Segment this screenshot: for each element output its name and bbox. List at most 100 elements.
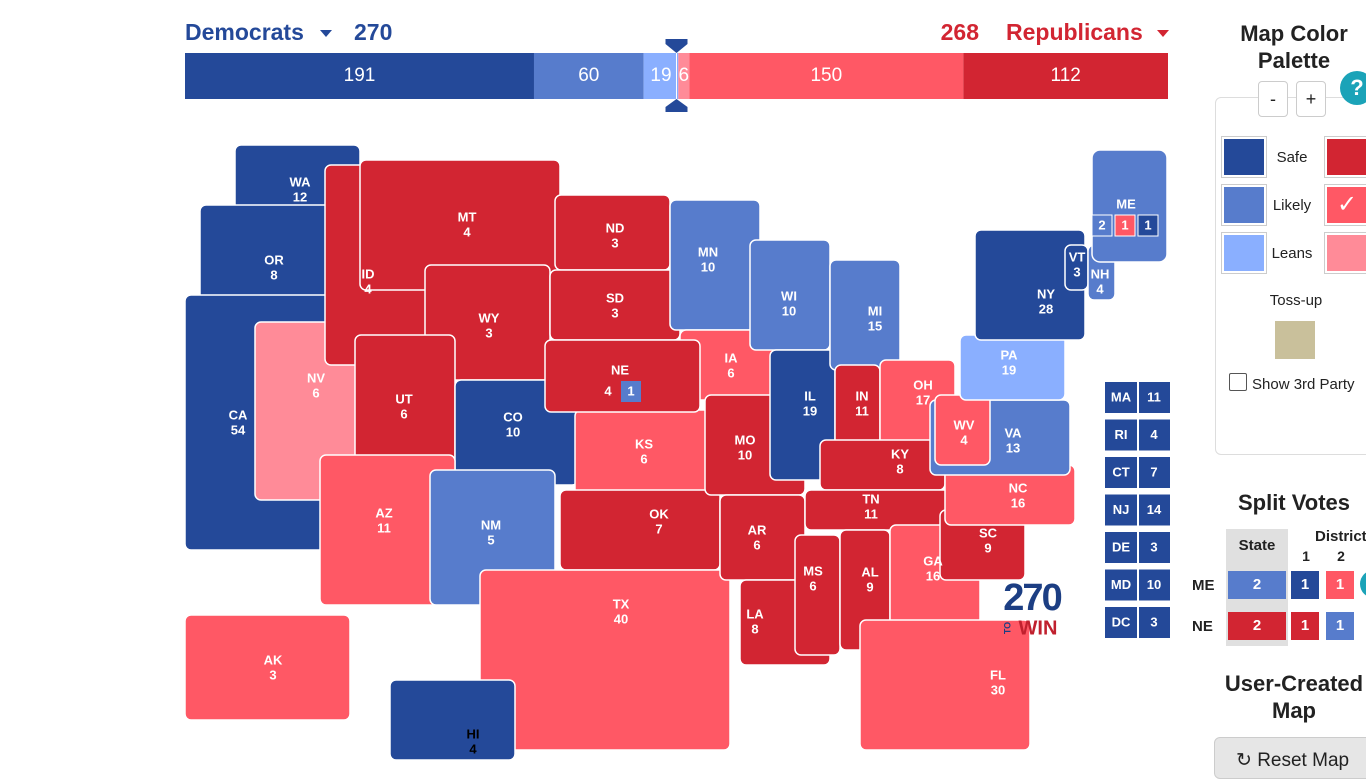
split-cell[interactable]: 1 bbox=[1326, 571, 1354, 599]
palette-row-label: Likely bbox=[1272, 197, 1312, 214]
help-button[interactable]: ? bbox=[1340, 71, 1366, 105]
split-state: NE bbox=[1192, 618, 1213, 635]
ev-segment bbox=[689, 53, 964, 99]
ev-segment-label: 112 bbox=[1051, 65, 1081, 86]
state-abbr: ND bbox=[606, 220, 625, 235]
split-title: Split Votes bbox=[1237, 490, 1351, 515]
state-abbr: KY bbox=[891, 446, 909, 461]
state-ev: 4 bbox=[463, 224, 471, 239]
state-shape bbox=[804, 489, 956, 531]
split-cell[interactable]: 1 bbox=[1326, 612, 1354, 640]
state-ev: 6 bbox=[312, 385, 319, 400]
state-shape bbox=[859, 619, 1031, 751]
state-ev: 30 bbox=[991, 682, 1005, 697]
ev-segment bbox=[678, 53, 690, 99]
ev-segment-label: 6 bbox=[679, 65, 690, 86]
state-shape bbox=[479, 569, 731, 751]
state-ev: 6 bbox=[809, 578, 816, 593]
state-abbr: LA bbox=[746, 606, 764, 621]
tossup-label: Toss-up bbox=[1269, 292, 1323, 309]
state-abbr: NH bbox=[1091, 266, 1110, 281]
state-abbr: IL bbox=[804, 388, 816, 403]
state-ev: 5 bbox=[487, 532, 494, 547]
plus-button[interactable]: + bbox=[1296, 81, 1326, 117]
split-toggle[interactable] bbox=[1360, 570, 1366, 598]
district-box bbox=[621, 381, 641, 402]
swatch[interactable] bbox=[1222, 185, 1266, 225]
state-ev: 17 bbox=[916, 392, 930, 407]
palette-panel bbox=[1215, 97, 1366, 455]
rep-label[interactable]: Republicans bbox=[1006, 19, 1143, 45]
state-abbr: ID bbox=[362, 266, 375, 281]
state-ev: 6 bbox=[727, 365, 734, 380]
palette-row-label: Safe bbox=[1276, 149, 1308, 166]
state-abbr: UT bbox=[395, 391, 412, 406]
small-state-ev-box bbox=[1139, 569, 1170, 601]
palette-row-label: Leans bbox=[1271, 245, 1313, 262]
swatch[interactable] bbox=[1222, 137, 1266, 177]
small-state-abbr: DC bbox=[1112, 614, 1131, 629]
state-ev: 4 bbox=[604, 383, 612, 398]
ev-segment bbox=[533, 53, 644, 99]
reset-text[interactable]: Reset Map bbox=[1257, 750, 1350, 771]
state-shape bbox=[819, 439, 946, 491]
map-area: Democrats 270 268 Republicans 191 60 19 6 15… bbox=[184, 19, 1170, 761]
small-state-abbr-box bbox=[1105, 494, 1137, 526]
state-abbr: WA bbox=[290, 174, 312, 189]
split-cell[interactable]: 2 bbox=[1228, 612, 1286, 640]
state-ev: 11 bbox=[377, 520, 391, 535]
state-ev: 3 bbox=[1073, 264, 1080, 279]
state-abbr: FL bbox=[990, 667, 1006, 682]
state-abbr: HI bbox=[467, 726, 480, 741]
ev-segment-label: 191 bbox=[344, 65, 376, 86]
swatch[interactable]: ✓ bbox=[1325, 185, 1366, 225]
state-abbr: OK bbox=[649, 506, 669, 521]
state-abbr: WV bbox=[954, 417, 975, 432]
dem-dropdown[interactable] bbox=[320, 30, 332, 37]
state-ev: 13 bbox=[1006, 440, 1020, 455]
districts-header: Districts bbox=[1315, 528, 1366, 545]
state-abbr: ME bbox=[1116, 196, 1136, 211]
small-state-abbr: DE bbox=[1112, 539, 1130, 554]
small-state-abbr: RI bbox=[1115, 427, 1128, 442]
logo-win: WIN bbox=[1019, 617, 1058, 639]
split-state: ME bbox=[1192, 577, 1215, 594]
split-cell[interactable]: 1 bbox=[1291, 571, 1319, 599]
third-party-checkbox[interactable] bbox=[1229, 373, 1247, 391]
swatch[interactable] bbox=[1325, 137, 1366, 177]
small-state-ev-box bbox=[1139, 419, 1170, 451]
state-abbr: SC bbox=[979, 525, 998, 540]
small-state-ev: 4 bbox=[1150, 427, 1158, 442]
reset-label[interactable]: ↻ Reset Map bbox=[1236, 750, 1350, 771]
split-cell[interactable]: 1 bbox=[1291, 612, 1319, 640]
state-shape bbox=[389, 679, 516, 761]
state-shape bbox=[719, 494, 806, 581]
state-ev: 15 bbox=[868, 318, 882, 333]
district-value: 1 bbox=[627, 383, 634, 398]
split-cell[interactable]: 2 bbox=[1228, 571, 1286, 599]
third-party-label[interactable]: Show 3rd Party bbox=[1252, 376, 1355, 393]
tipping-marker-top bbox=[665, 39, 688, 53]
tossup-swatch[interactable] bbox=[1275, 321, 1315, 359]
small-state-abbr-box bbox=[1105, 382, 1137, 413]
state-ev: 19 bbox=[1002, 362, 1016, 377]
state-ev: 12 bbox=[293, 189, 307, 204]
swatch[interactable] bbox=[1325, 233, 1366, 273]
state-ev: 4 bbox=[364, 281, 372, 296]
state-abbr: KS bbox=[635, 436, 653, 451]
state-abbr: WY bbox=[479, 310, 500, 325]
district-box bbox=[1091, 214, 1113, 237]
state-abbr: NY bbox=[1037, 286, 1055, 301]
state-shape bbox=[559, 489, 721, 571]
palette-title: Map Color Palette bbox=[1240, 21, 1348, 73]
state-abbr: NC bbox=[1009, 480, 1028, 495]
rep-dropdown[interactable] bbox=[1157, 30, 1169, 37]
state-abbr: CO bbox=[503, 409, 523, 424]
state-abbr: NV bbox=[307, 370, 325, 385]
minus-button[interactable]: - bbox=[1258, 81, 1288, 117]
state-abbr: TX bbox=[613, 596, 630, 611]
dem-label[interactable]: Democrats bbox=[185, 19, 304, 45]
district-box bbox=[1114, 214, 1136, 237]
state-abbr: AR bbox=[748, 522, 767, 537]
swatch[interactable] bbox=[1222, 233, 1266, 273]
